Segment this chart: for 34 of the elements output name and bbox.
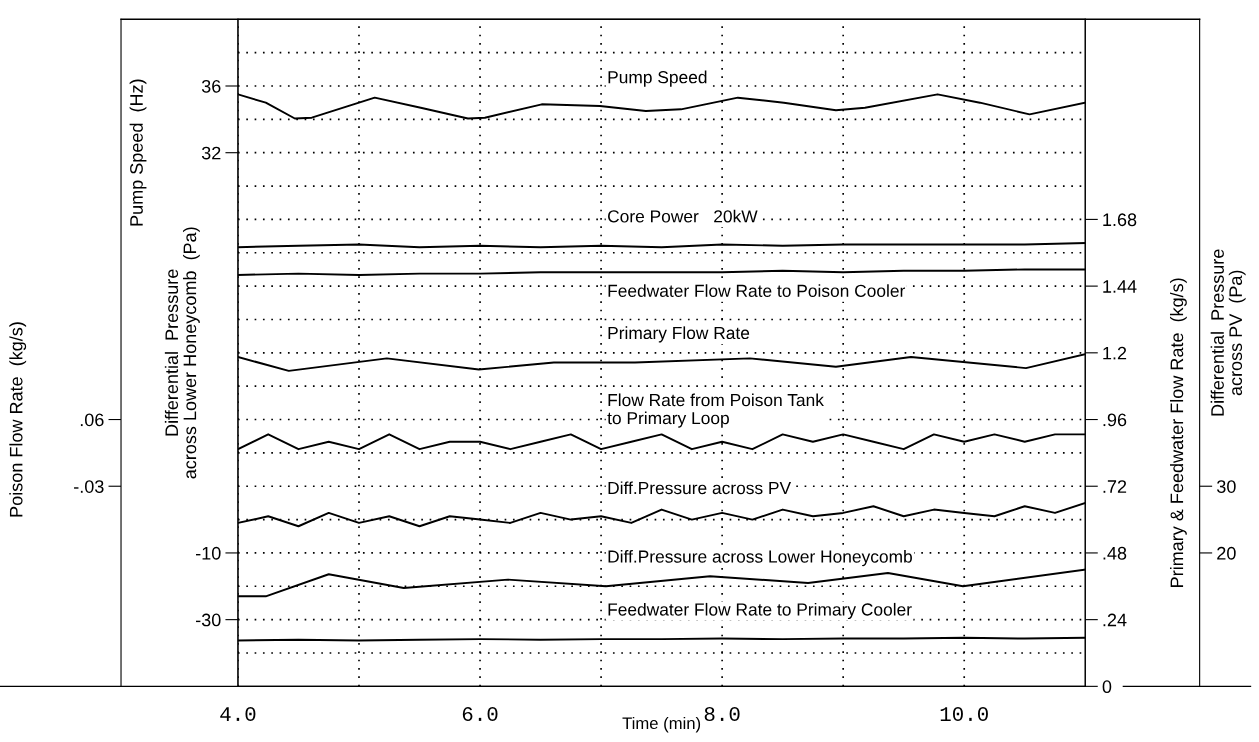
x-tick-label: 8.0 — [704, 706, 740, 722]
y2-tick-label: .24 — [1103, 613, 1127, 627]
y2-tick-label: .96 — [1103, 413, 1127, 427]
series-label: Core Power 20kW — [608, 209, 758, 223]
y-tick-label: 32 — [201, 146, 221, 160]
x-tick-label: 4.0 — [220, 706, 256, 722]
y-axis-title: Differential Pressure across Lower Honeycomb (Pa) — [164, 227, 200, 479]
y2-tick-label: 1.44 — [1103, 280, 1137, 293]
x-tick-label: 10.0 — [940, 706, 988, 722]
y-axis-title: Poison Flow Rate (kg/s) — [9, 322, 27, 517]
y2-tick-label: .72 — [1103, 480, 1127, 493]
y3-tick-label: 20 — [1217, 546, 1236, 560]
y-tick-label: -10 — [195, 546, 221, 560]
series-label: Feedwater Flow Rate to Primary Cooler — [608, 602, 912, 620]
series-label: Feedwater Flow Rate to Poison Cooler — [608, 284, 906, 297]
series-label: Primary Flow Rate — [608, 326, 750, 343]
y2-axis-title: Primary & Feedwater Flow Rate (kg/s) — [1169, 278, 1187, 587]
y-axis-title: Pump Speed (Hz) — [129, 79, 147, 226]
series-label: Diff.Pressure across Lower Honeycomb — [608, 549, 912, 567]
y-tick-label: -.03 — [74, 480, 104, 493]
y2-tick-label: 1.68 — [1103, 213, 1137, 227]
x-axis-title: Time (min) — [622, 716, 701, 733]
y-tick-label: -30 — [195, 613, 221, 627]
y3-tick-label: 30 — [1217, 480, 1236, 493]
x-tick-label: 6.0 — [462, 706, 498, 722]
y-tick-label: .06 — [80, 413, 104, 427]
y2-tick-label: 0 — [1102, 680, 1112, 694]
y3-axis-title: Differential Pressure across PV (Pa) — [1210, 249, 1246, 416]
series-label: Pump Speed — [608, 70, 707, 87]
y2-tick-label: .48 — [1103, 546, 1127, 560]
series-label: Diff.Pressure across PV — [608, 481, 792, 495]
y2-tick-label: 1.2 — [1103, 346, 1127, 360]
series-label: Flow Rate from Poison Tank to Primary Loop — [607, 393, 824, 428]
y-tick-label: 36 — [201, 79, 221, 93]
